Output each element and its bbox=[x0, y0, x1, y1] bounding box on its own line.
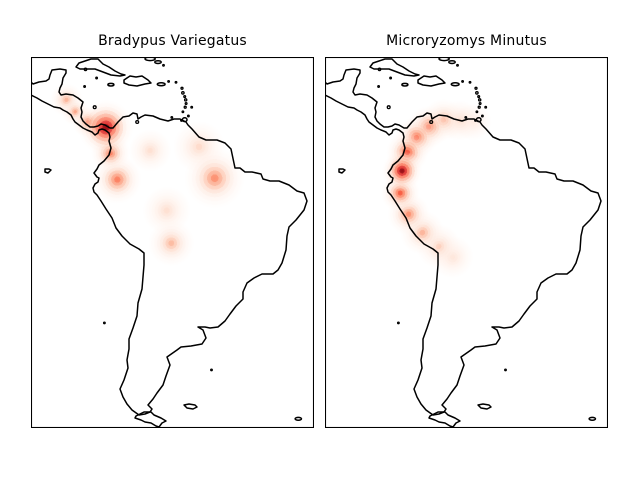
map-panel-microryzomys bbox=[325, 57, 608, 428]
map-panel-bradypus bbox=[31, 57, 314, 428]
panel-title-bradypus: Bradypus Variegatus bbox=[98, 33, 247, 49]
bradypus-distribution-map bbox=[31, 57, 314, 428]
microryzomys-distribution-map bbox=[325, 57, 608, 428]
panel-title-microryzomys: Microryzomys Minutus bbox=[386, 33, 547, 49]
